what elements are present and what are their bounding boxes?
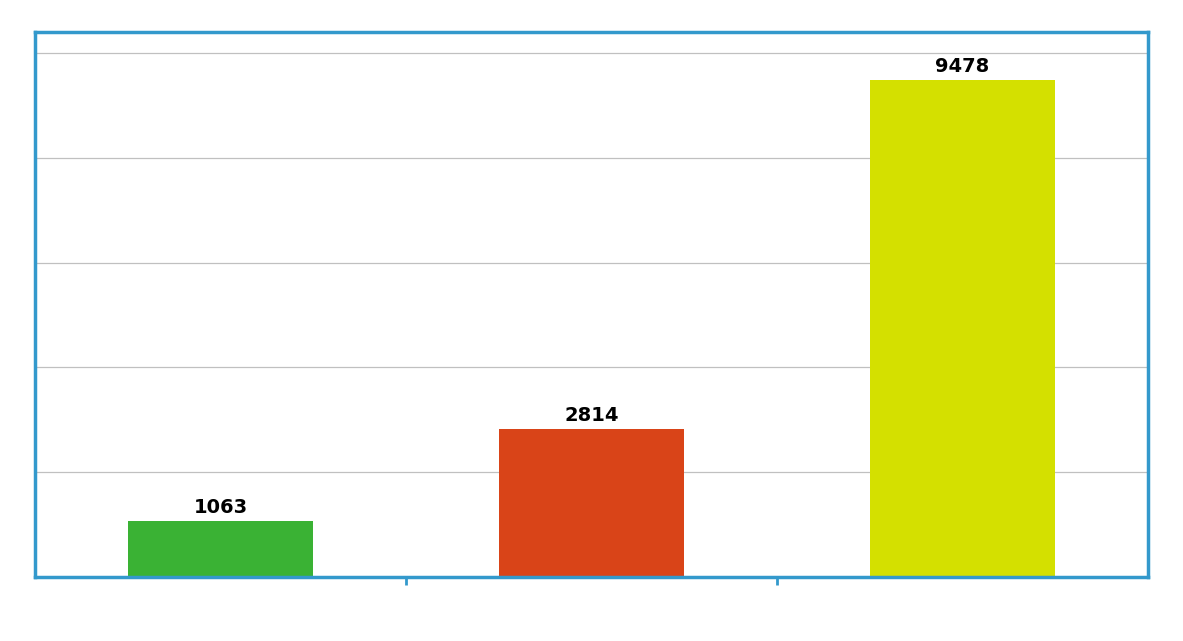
Text: 2814: 2814	[564, 406, 619, 425]
Bar	[499, 429, 684, 577]
Bar	[128, 521, 313, 577]
Text: 9478: 9478	[935, 57, 989, 76]
Bar	[870, 80, 1055, 577]
Text: 1063: 1063	[194, 498, 248, 517]
